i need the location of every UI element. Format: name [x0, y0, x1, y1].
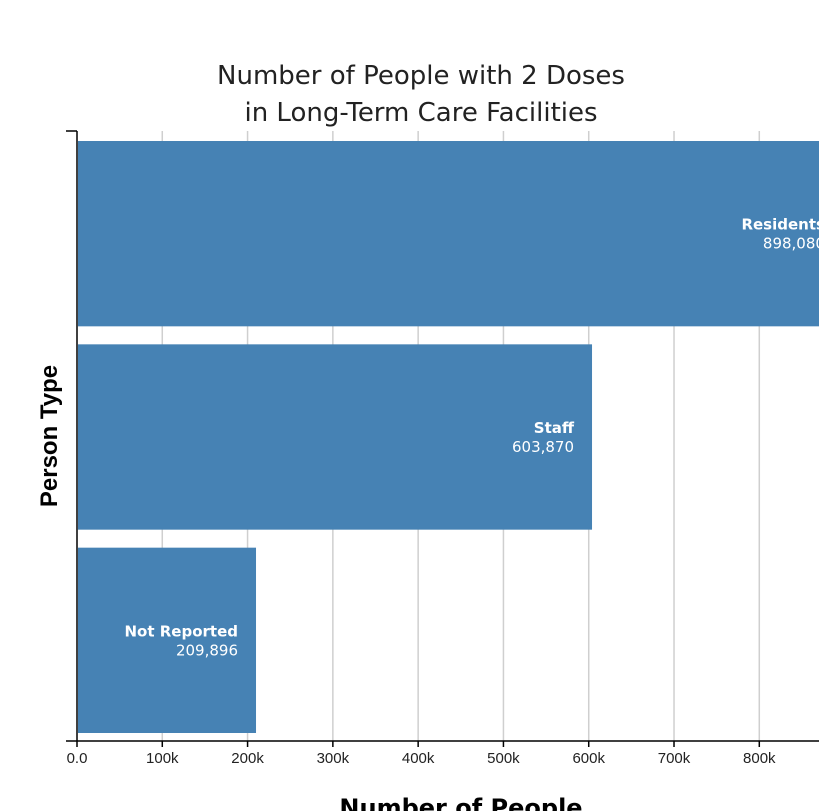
x-tick-label: 200k [231, 750, 264, 767]
bar-value-label: 603,870 [512, 438, 574, 456]
x-tick-label: 100k [146, 750, 179, 767]
bar-value-label: 209,896 [176, 641, 238, 659]
bar-residents [78, 141, 819, 327]
x-tick-label: 800k [743, 750, 776, 767]
chart-title-line-1: Number of People with 2 Doses [217, 61, 625, 91]
axes [66, 130, 819, 742]
x-tick-label: 600k [572, 750, 605, 767]
x-tick-label: 300k [317, 750, 350, 767]
x-tick-labels: 0.0 100k 200k 300k 400k 500k 600k 700k 800k [67, 741, 776, 767]
bar-staff [78, 344, 593, 530]
bar-not-reported [78, 547, 257, 733]
bar-category-label: Staff [534, 419, 575, 437]
y-axis-label: Person Type [36, 365, 63, 507]
x-tick-label: 0.0 [67, 750, 88, 767]
bar-value-label: 898,080 [763, 235, 819, 253]
x-tick-label: 500k [487, 750, 520, 767]
x-tick-label: 700k [658, 750, 691, 767]
x-tick-label: 400k [402, 750, 435, 767]
chart-title-line-2: in Long-Term Care Facilities [244, 98, 597, 128]
bar-category-label: Residents [741, 216, 819, 234]
x-axis-label: Number of People [339, 794, 582, 811]
bar-category-label: Not Reported [125, 622, 239, 640]
